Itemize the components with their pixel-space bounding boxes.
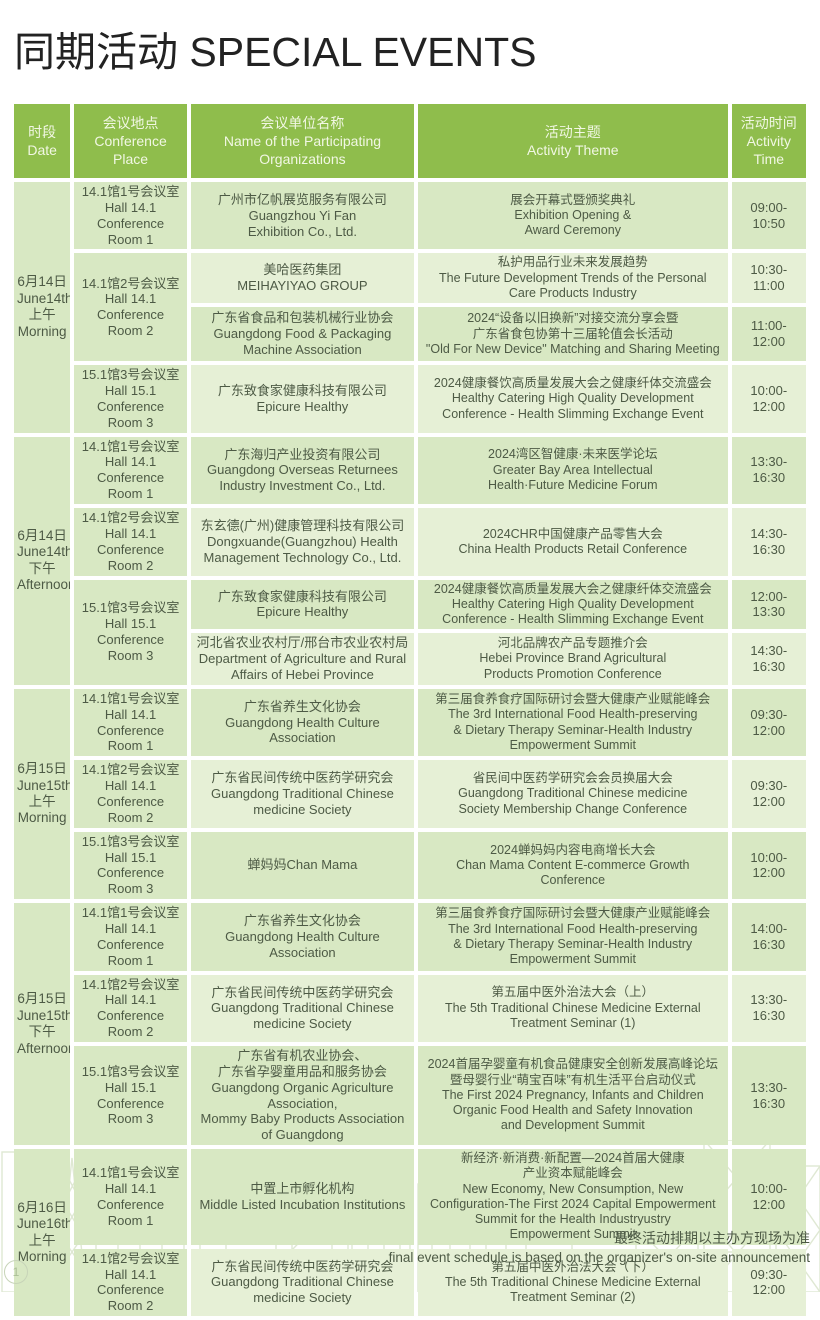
date-cell: 6月14日 June14th 下午 Afternoon	[14, 436, 71, 685]
theme-cell: 2024蝉妈妈内容电商增长大会 Chan Mama Content E-comm…	[418, 831, 728, 900]
table-row: 15.1馆3号会议室 Hall 15.1 Conference Room 3 广…	[14, 365, 806, 433]
org-cell: 广东省养生文化协会 Guangdong Health Culture Assoc…	[190, 903, 414, 971]
theme-cell: 第三届食养食疗国际研讨会暨大健康产业赋能峰会 The 3rd Internati…	[418, 903, 728, 971]
table-row: 6月14日 June14th 上午 Morning 14.1馆1号会议室 Hal…	[14, 182, 806, 433]
table-row: 广东省食品和包装机械行业协会 Guangdong Food & Packagin…	[14, 307, 806, 362]
org-cell: 广东海归产业投资有限公司 Guangdong Overseas Returnee…	[190, 436, 414, 505]
col-header-organization: 会议单位名称 Name of the Participating Organiz…	[190, 104, 414, 178]
time-cell: 13:30-16:30	[731, 1046, 806, 1146]
org-cell: 河北省农业农村厅/邢台市农业农村局 Department of Agricult…	[190, 633, 414, 685]
theme-cell: 2024健康餐饮高质量发展大会之健康纤体交流盛会 Healthy Caterin…	[418, 579, 728, 630]
theme-cell: 2024健康餐饮高质量发展大会之健康纤体交流盛会 Healthy Caterin…	[418, 365, 728, 433]
table-row: 6月14日 June14th 下午 Afternoon 14.1馆1号会议室 H…	[14, 436, 806, 685]
place-cell: 14.1馆1号会议室 Hall 14.1 Conference Room 1	[74, 1149, 187, 1245]
table-row: 14.1馆2号会议室 Hall 14.1 Conference Room 2 广…	[14, 974, 806, 1043]
place-cell: 14.1馆2号会议室 Hall 14.1 Conference Room 2	[74, 760, 187, 828]
org-cell: 广东省民间传统中医药学研究会 Guangdong Traditional Chi…	[190, 974, 414, 1043]
time-cell: 09:30-12:00	[731, 688, 806, 757]
place-cell: 14.1馆1号会议室 Hall 14.1 Conference Room 1	[74, 436, 187, 505]
place-cell: 15.1馆3号会议室 Hall 15.1 Conference Room 3	[74, 365, 187, 433]
time-cell: 13:30-16:30	[731, 974, 806, 1043]
theme-cell: 2024“设备以旧换新”对接交流分享会暨 广东省食包协第十三届轮值会长活动 "O…	[418, 307, 728, 362]
date-cell: 6月15日 June15th 下午 Afternoon	[14, 903, 71, 1146]
theme-cell: 2024CHR中国健康产品零售大会 China Health Products …	[418, 508, 728, 576]
place-cell: 14.1馆2号会议室 Hall 14.1 Conference Room 2	[74, 974, 187, 1043]
time-cell: 14:00-16:30	[731, 903, 806, 971]
table-row: 15.1馆3号会议室 Hall 15.1 Conference Room 3 广…	[14, 579, 806, 685]
time-cell: 13:30-16:30	[731, 436, 806, 505]
time-cell: 09:00-10:50	[731, 182, 806, 250]
col-header-time: 活动时间 Activity Time	[731, 104, 806, 178]
date-cell: 6月16日 June16th 上午 Morning	[14, 1149, 71, 1317]
table-row: 14.1馆2号会议室 Hall 14.1 Conference Room 2 广…	[14, 760, 806, 828]
org-cell: 美哈医药集团 MEIHAYIYAO GROUP	[190, 253, 414, 304]
org-cell: 广东省民间传统中医药学研究会 Guangdong Traditional Chi…	[190, 760, 414, 828]
header-row: 时段 Date 会议地点 Conference Place 会议单位名称 Nam…	[14, 104, 806, 178]
org-cell: 广东致食家健康科技有限公司 Epicure Healthy	[190, 579, 414, 630]
org-cell: 东玄德(广州)健康管理科技有限公司 Dongxuande(Guangzhou) …	[190, 508, 414, 576]
table-row: 15.1馆3号会议室 Hall 15.1 Conference Room 3 蝉…	[14, 831, 806, 900]
time-cell: 10:30-11:00	[731, 253, 806, 304]
org-cell: 中置上市孵化机构 Middle Listed Incubation Instit…	[190, 1149, 414, 1245]
col-header-place: 会议地点 Conference Place	[74, 104, 187, 178]
events-table: 时段 Date 会议地点 Conference Place 会议单位名称 Nam…	[10, 100, 810, 1320]
place-cell: 14.1馆2号会议室 Hall 14.1 Conference Room 2	[74, 253, 187, 362]
theme-cell: 河北品牌农产品专题推介会 Hebei Province Brand Agricu…	[418, 633, 728, 685]
place-cell: 15.1馆3号会议室 Hall 15.1 Conference Room 3	[74, 831, 187, 900]
table-row: 6月16日 June16th 上午 Morning 14.1馆1号会议室 Hal…	[14, 1149, 806, 1317]
org-cell: 广州市亿帆展览服务有限公司 Guangzhou Yi Fan Exhibitio…	[190, 182, 414, 250]
org-cell: 蝉妈妈Chan Mama	[190, 831, 414, 900]
footer-note-zh: 最终活动排期以主办方现场为准	[614, 1230, 810, 1246]
place-cell: 14.1馆2号会议室 Hall 14.1 Conference Room 2	[74, 508, 187, 576]
time-cell: 11:00-12:00	[731, 307, 806, 362]
time-cell: 10:00-12:00	[731, 365, 806, 433]
org-cell: 广东省民间传统中医药学研究会 Guangdong Traditional Chi…	[190, 1248, 414, 1317]
table-row: 6月15日 June15th 下午 Afternoon 14.1馆1号会议室 H…	[14, 903, 806, 1146]
footer-note: 最终活动排期以主办方现场为准 final event schedule is b…	[389, 1228, 810, 1268]
theme-cell: 第三届食养食疗国际研讨会暨大健康产业赋能峰会 The 3rd Internati…	[418, 688, 728, 757]
date-cell: 6月14日 June14th 上午 Morning	[14, 182, 71, 433]
page-number-badge: 1	[4, 1260, 28, 1284]
place-cell: 14.1馆1号会议室 Hall 14.1 Conference Room 1	[74, 182, 187, 250]
org-cell: 广东致食家健康科技有限公司 Epicure Healthy	[190, 365, 414, 433]
theme-cell: 第五届中医外治法大会（上） The 5th Traditional Chines…	[418, 974, 728, 1043]
time-cell: 09:30-12:00	[731, 760, 806, 828]
theme-cell: 2024首届孕婴童有机食品健康安全创新发展高峰论坛 暨母婴行业“萌宝百味”有机生…	[418, 1046, 728, 1146]
org-cell: 广东省食品和包装机械行业协会 Guangdong Food & Packagin…	[190, 307, 414, 362]
place-cell: 14.1馆1号会议室 Hall 14.1 Conference Room 1	[74, 688, 187, 757]
time-cell: 10:00-12:00	[731, 831, 806, 900]
place-cell: 15.1馆3号会议室 Hall 15.1 Conference Room 3	[74, 1046, 187, 1146]
table-row: 14.1馆2号会议室 Hall 14.1 Conference Room 2 东…	[14, 508, 806, 576]
place-cell: 14.1馆1号会议室 Hall 14.1 Conference Room 1	[74, 903, 187, 971]
time-cell: 10:00-12:00	[731, 1149, 806, 1245]
place-cell: 15.1馆3号会议室 Hall 15.1 Conference Room 3	[74, 579, 187, 685]
time-cell: 14:30-16:30	[731, 508, 806, 576]
col-header-date: 时段 Date	[14, 104, 71, 178]
theme-cell: 展会开幕式暨颁奖典礼 Exhibition Opening & Award Ce…	[418, 182, 728, 250]
page-title: 同期活动 SPECIAL EVENTS	[14, 29, 537, 75]
theme-cell: 新经济·新消费·新配置—2024首届大健康 产业资本赋能峰会 New Econo…	[418, 1149, 728, 1245]
table-row: 河北省农业农村厅/邢台市农业农村局 Department of Agricult…	[14, 633, 806, 685]
theme-cell: 省民间中医药学研究会会员换届大会 Guangdong Traditional C…	[418, 760, 728, 828]
col-header-theme: 活动主题 Activity Theme	[418, 104, 728, 178]
theme-cell: 私护用品行业未来发展趋势 The Future Development Tren…	[418, 253, 728, 304]
table-row: 15.1馆3号会议室 Hall 15.1 Conference Room 3 广…	[14, 1046, 806, 1146]
org-cell: 广东省养生文化协会 Guangdong Health Culture Assoc…	[190, 688, 414, 757]
footer-note-en: final event schedule is based on the org…	[388, 1250, 810, 1266]
time-cell: 14:30-16:30	[731, 633, 806, 685]
time-cell: 12:00-13:30	[731, 579, 806, 630]
date-cell: 6月15日 June15th 上午 Morning	[14, 688, 71, 900]
theme-cell: 2024湾区智健康·未来医学论坛 Greater Bay Area Intell…	[418, 436, 728, 505]
org-cell: 广东省有机农业协会、 广东省孕婴童用品和服务协会 Guangdong Organ…	[190, 1046, 414, 1146]
table-row: 14.1馆2号会议室 Hall 14.1 Conference Room 2 美…	[14, 253, 806, 362]
table-row: 6月15日 June15th 上午 Morning 14.1馆1号会议室 Hal…	[14, 688, 806, 900]
place-cell: 14.1馆2号会议室 Hall 14.1 Conference Room 2	[74, 1248, 187, 1317]
